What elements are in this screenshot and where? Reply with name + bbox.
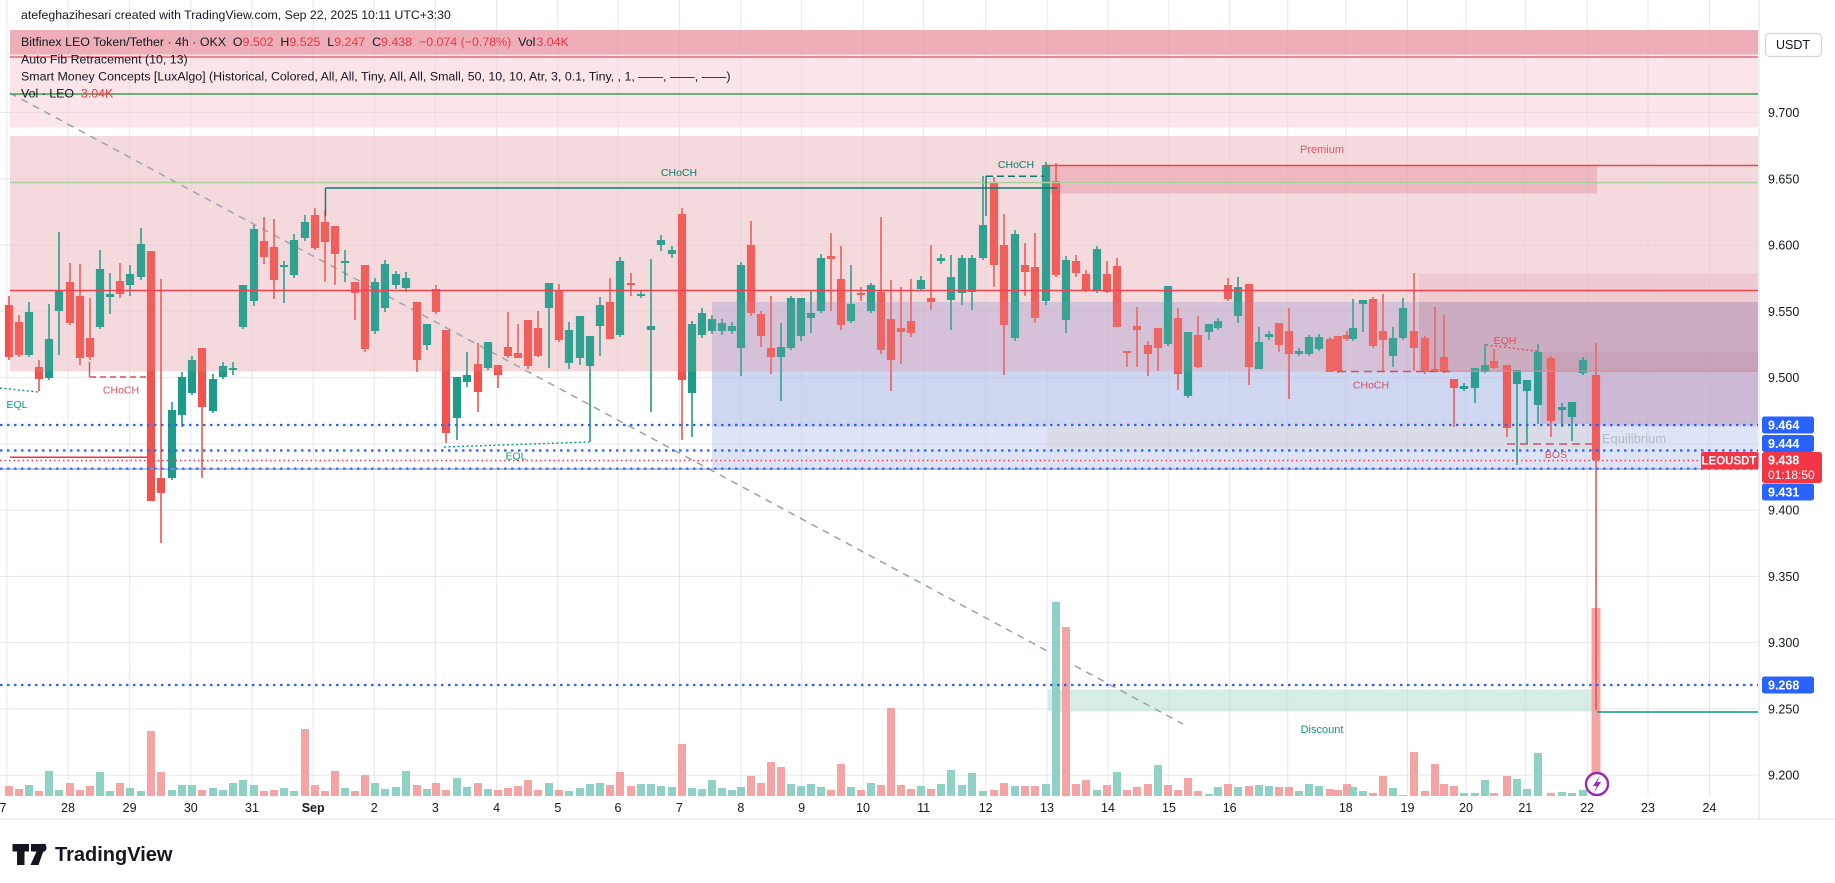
svg-text:18: 18: [1339, 801, 1353, 815]
svg-text:13: 13: [1040, 801, 1054, 815]
svg-text:EQL: EQL: [505, 451, 526, 463]
svg-text:15: 15: [1162, 801, 1176, 815]
svg-text:Auto Fib Retracement (10, 13): Auto Fib Retracement (10, 13): [21, 53, 188, 67]
svg-text:9.400: 9.400: [1768, 504, 1799, 518]
svg-text:20: 20: [1459, 801, 1473, 815]
svg-text:7: 7: [676, 801, 683, 815]
svg-text:29: 29: [123, 801, 137, 815]
svg-text:9.444: 9.444: [1768, 437, 1799, 451]
svg-text:01:18:50: 01:18:50: [1768, 468, 1815, 482]
svg-text:EQH: EQH: [1494, 335, 1517, 347]
svg-text:CHoCH: CHoCH: [661, 167, 697, 179]
svg-text:19: 19: [1401, 801, 1415, 815]
svg-text:Sep: Sep: [302, 801, 325, 815]
svg-text:EQL: EQL: [6, 399, 27, 411]
svg-text:28: 28: [61, 801, 75, 815]
svg-text:4: 4: [493, 801, 500, 815]
svg-text:TradingView: TradingView: [55, 844, 173, 866]
svg-text:9.464: 9.464: [1768, 419, 1799, 433]
svg-text:9: 9: [798, 801, 805, 815]
svg-text:Bitfinex LEO Token/Tether · 4h: Bitfinex LEO Token/Tether · 4h · OKX O9.…: [21, 35, 570, 49]
svg-text:BOS: BOS: [1545, 449, 1567, 461]
svg-text:31: 31: [245, 801, 259, 815]
svg-text:LEOUSDT: LEOUSDT: [1702, 456, 1757, 468]
svg-text:30: 30: [184, 801, 198, 815]
svg-text:23: 23: [1641, 801, 1655, 815]
svg-text:Smart Money Concepts [LuxAlgo]: Smart Money Concepts [LuxAlgo] (Historic…: [21, 70, 731, 84]
svg-text:Premium: Premium: [1300, 144, 1344, 156]
svg-text:12: 12: [979, 801, 993, 815]
svg-text:8: 8: [737, 801, 744, 815]
svg-text:16: 16: [1223, 801, 1237, 815]
svg-text:9.200: 9.200: [1768, 769, 1799, 783]
svg-text:Equilibrium: Equilibrium: [1602, 431, 1666, 446]
svg-text:9.650: 9.650: [1768, 172, 1799, 186]
svg-text:9.438: 9.438: [1768, 454, 1799, 468]
svg-text:7: 7: [0, 801, 7, 815]
svg-text:9.500: 9.500: [1768, 371, 1799, 385]
svg-text:2: 2: [371, 801, 378, 815]
svg-text:CHoCH: CHoCH: [103, 385, 139, 397]
svg-text:11: 11: [917, 801, 930, 815]
svg-text:3: 3: [432, 801, 439, 815]
svg-text:Discount: Discount: [1301, 724, 1344, 736]
svg-text:CHoCH: CHoCH: [998, 159, 1034, 171]
svg-text:21: 21: [1518, 801, 1532, 815]
svg-text:6: 6: [615, 801, 622, 815]
svg-text:9.550: 9.550: [1768, 305, 1799, 319]
svg-text:9.268: 9.268: [1768, 679, 1799, 693]
svg-text:9.600: 9.600: [1768, 239, 1799, 253]
svg-text:14: 14: [1101, 801, 1115, 815]
svg-text:USDT: USDT: [1776, 38, 1810, 52]
svg-text:Vol · LEO 3.04K: Vol · LEO 3.04K: [21, 87, 114, 101]
svg-text:24: 24: [1703, 801, 1717, 815]
svg-text:22: 22: [1580, 801, 1594, 815]
svg-text:atefeghazihesari created with: atefeghazihesari created with TradingVie…: [21, 8, 451, 22]
svg-text:9.700: 9.700: [1768, 106, 1799, 120]
svg-text:9.250: 9.250: [1768, 702, 1799, 716]
svg-text:10: 10: [856, 801, 870, 815]
svg-text:9.431: 9.431: [1768, 486, 1799, 500]
svg-text:CHoCH: CHoCH: [1353, 380, 1389, 392]
svg-text:5: 5: [554, 801, 561, 815]
svg-text:9.300: 9.300: [1768, 636, 1799, 650]
svg-text:9.350: 9.350: [1768, 570, 1799, 584]
